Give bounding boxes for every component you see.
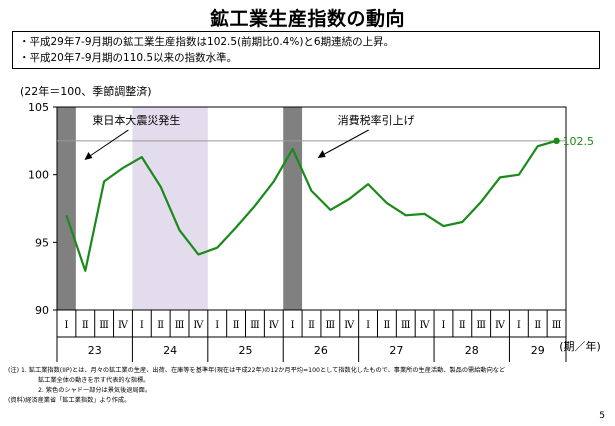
year-label: 24 — [163, 344, 177, 357]
note-2: 2. 紫色のシャドー部分は景気後退局面。 — [38, 387, 152, 394]
quarter-label: Ⅲ — [552, 320, 562, 331]
year-label: 25 — [239, 344, 253, 357]
summary-box: ・平成29年7-9月期の鉱工業生産指数は102.5(前期比0.4%)と6期連続の… — [12, 31, 600, 69]
quarter-label: Ⅳ — [118, 320, 129, 331]
quarter-label: Ⅰ — [140, 320, 144, 331]
quarter-label: Ⅳ — [344, 320, 355, 331]
quarter-label: Ⅲ — [401, 320, 411, 331]
y-tick-label: 100 — [28, 169, 49, 182]
quarter-label: Ⅲ — [175, 320, 185, 331]
y-tick-label: 95 — [35, 236, 49, 249]
x-axis-unit-label: (期／年) — [559, 339, 601, 353]
quarter-label: Ⅱ — [157, 320, 164, 331]
quarter-label: Ⅲ — [250, 320, 260, 331]
annotation-arrowhead — [317, 150, 326, 158]
plot-frame — [56, 106, 567, 311]
quarter-label: Ⅳ — [495, 320, 506, 331]
quarter-label: Ⅲ — [99, 320, 109, 331]
note-source: (資料)経済産業省「鉱工業指数」より作成。 — [8, 397, 131, 404]
note-1: (注) 1. 鉱工業指数(IIP)とは、月々の鉱工業の生産、出荷、在庫等を基準年… — [8, 367, 506, 374]
annotation-arrow-shaft — [88, 129, 129, 158]
y-tick-label: 105 — [28, 101, 49, 114]
shaded-period — [283, 107, 303, 310]
quarter-label: Ⅱ — [233, 320, 240, 331]
notes: (注) 1. 鉱工業指数(IIP)とは、月々の鉱工業の生産、出荷、在庫等を基準年… — [8, 366, 598, 406]
annotation-earthquake: 東日本大震災発生 — [92, 113, 180, 127]
quarter-label: Ⅰ — [441, 320, 445, 331]
quarter-label: Ⅱ — [308, 320, 315, 331]
end-marker — [553, 137, 560, 145]
quarter-label: Ⅱ — [534, 320, 541, 331]
end-value-label: 102.5 — [563, 135, 595, 148]
quarter-label: Ⅳ — [269, 320, 280, 331]
year-label: 27 — [389, 344, 403, 357]
quarter-label: Ⅰ — [291, 320, 295, 331]
shaded-period — [57, 107, 76, 310]
quarter-label: Ⅰ — [366, 320, 370, 331]
y-tick-label: 90 — [35, 304, 49, 317]
quarter-label: Ⅰ — [64, 320, 68, 331]
year-label: 23 — [88, 344, 102, 357]
summary-line-2: ・平成20年7-9月期の110.5以来の指数水準。 — [19, 52, 238, 64]
annotation-tax: 消費税率引上げ — [338, 113, 415, 127]
unit-note: (22年＝100、季節調整済) — [20, 85, 152, 98]
quarter-label: Ⅲ — [326, 320, 336, 331]
page-number: 5 — [599, 411, 605, 421]
summary-line-1: ・平成29年7-9月期の鉱工業生産指数は102.5(前期比0.4%)と6期連続の… — [19, 36, 395, 48]
note-1-cont: 鉱工業全体の動きを示す代表的な指標。 — [38, 377, 150, 384]
year-label: 26 — [314, 344, 328, 357]
quarter-label: Ⅱ — [82, 320, 89, 331]
year-label: 29 — [531, 344, 545, 357]
quarter-label: Ⅳ — [193, 320, 204, 331]
annotation-arrow-shaft — [322, 129, 369, 156]
quarter-label: Ⅱ — [459, 320, 466, 331]
page-title: 鉱工業生産指数の動向 — [209, 8, 405, 30]
quarter-label: Ⅱ — [384, 320, 391, 331]
quarter-label: Ⅲ — [476, 320, 486, 331]
quarter-label: Ⅰ — [215, 320, 219, 331]
quarter-label: Ⅳ — [420, 320, 431, 331]
quarter-label: Ⅰ — [517, 320, 521, 331]
annotation-arrowhead — [84, 152, 93, 160]
year-label: 28 — [465, 344, 479, 357]
